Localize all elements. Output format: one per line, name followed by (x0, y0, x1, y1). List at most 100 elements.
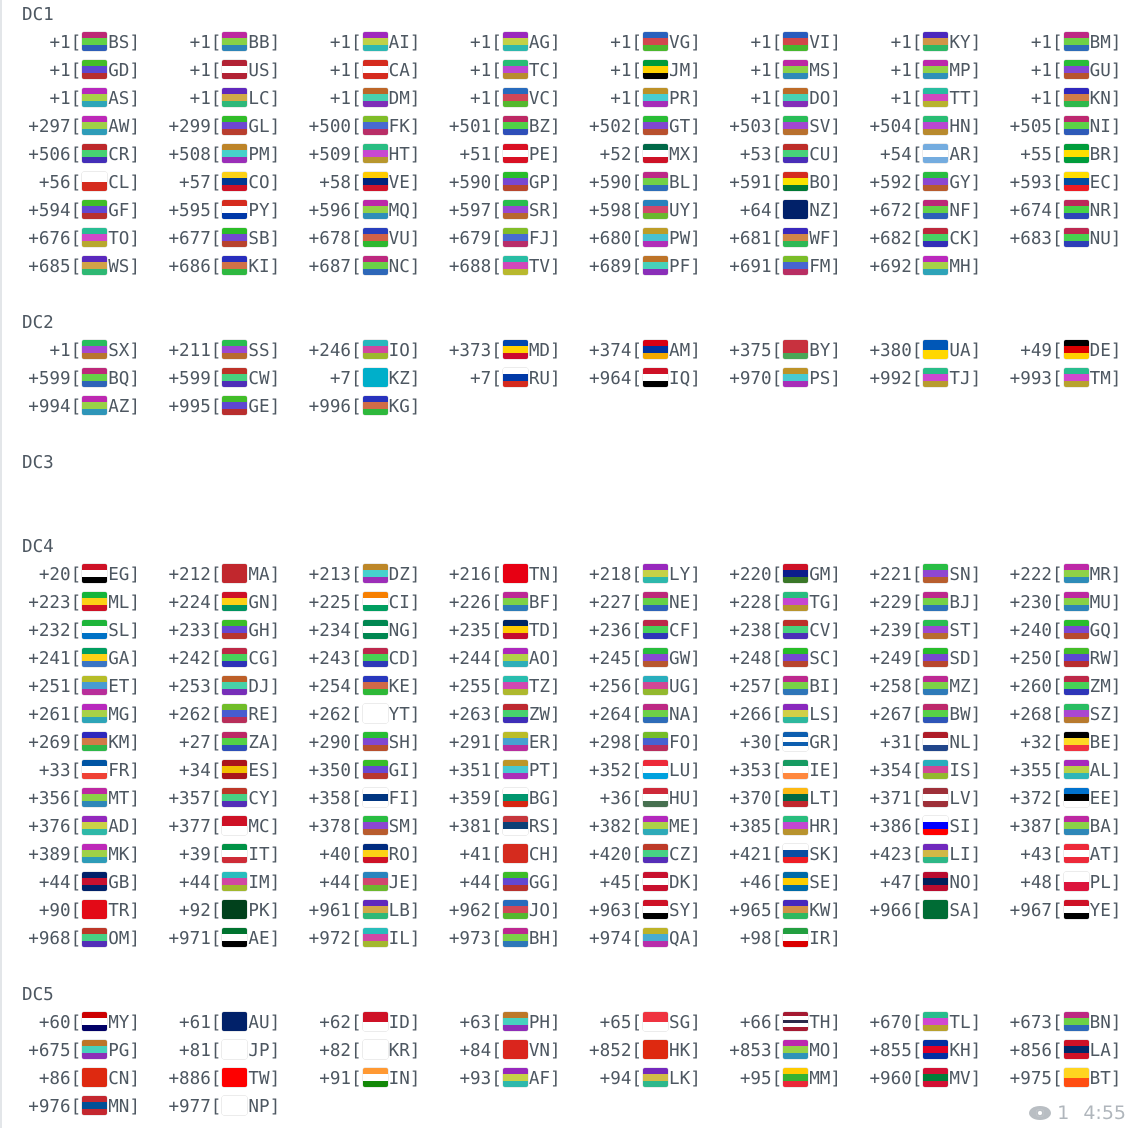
country-iso: ST] (949, 621, 982, 641)
country-iso: DE] (1089, 341, 1122, 361)
country-code-entry: +228[TG] (701, 589, 841, 617)
dial-code: +1[ (890, 61, 923, 81)
flag-nl-icon (923, 732, 949, 751)
dial-code: +32[ (1020, 733, 1063, 753)
country-iso: CW] (248, 369, 281, 389)
country-code-entry: +1[TT] (841, 85, 981, 113)
country-code-entry: +40[RO] (280, 841, 420, 869)
flag-kr-icon (362, 1040, 388, 1059)
country-code-entry: +246[IO] (280, 337, 420, 365)
text-line: +269[KM] +27[ZA] +290[SH] +291[ER] +298[FO] +… (22, 729, 1124, 757)
country-iso: ME] (669, 817, 701, 837)
flag-bj-icon (923, 592, 949, 611)
country-code-entry: +506[CR] (0, 141, 140, 169)
flag-cw-icon (222, 368, 248, 387)
dial-code: +596[ (308, 201, 362, 221)
flag-jo-icon (502, 900, 528, 919)
country-code-entry: +239[ST] (841, 617, 981, 645)
country-iso: UY] (669, 201, 701, 221)
dial-code: +261[ (28, 705, 82, 725)
flag-dj-icon (222, 676, 248, 695)
flag-ee-icon (1063, 788, 1089, 807)
country-code-entry: +971[AE] (140, 925, 280, 953)
country-code-entry: +977[NP] (140, 1093, 280, 1121)
flag-hn-icon (923, 116, 949, 135)
flag-at-icon (1063, 844, 1089, 863)
text-line: +33[FR] +34[ES] +350[GI] +351[PT] +352[LU] +3… (22, 757, 1124, 785)
dial-code: +996[ (308, 397, 362, 417)
text-line (22, 953, 1124, 981)
country-iso: TJ] (949, 369, 982, 389)
dial-code: +676[ (28, 229, 82, 249)
country-iso: RO] (388, 845, 421, 865)
country-code-entry: +260[ZM] (981, 673, 1121, 701)
flag-mm-icon (783, 1068, 809, 1087)
flag-ma-icon (222, 564, 248, 583)
country-code-entry: +211[SS] (140, 337, 280, 365)
country-iso: CK] (949, 229, 982, 249)
country-iso: TM] (1089, 369, 1122, 389)
country-code-entry: +240[GQ] (981, 617, 1121, 645)
dial-code: +376[ (28, 817, 82, 837)
flag-be-icon (1063, 732, 1089, 751)
flag-td-icon (502, 620, 528, 639)
dial-code: +501[ (448, 117, 502, 137)
dial-code: +992[ (869, 369, 923, 389)
flag-jm-icon (643, 60, 669, 79)
country-iso: HN] (949, 117, 982, 137)
flag-tm-icon (1063, 368, 1089, 387)
dial-code: +212[ (168, 565, 222, 585)
flag-bw-icon (923, 704, 949, 723)
country-code-entry: +44[GG] (421, 869, 561, 897)
dial-code: +240[ (1009, 621, 1063, 641)
country-code-entry: +993[TM] (981, 365, 1121, 393)
dial-code: +370[ (729, 789, 783, 809)
dial-code: +502[ (589, 117, 643, 137)
country-iso: JP] (248, 1041, 281, 1061)
text-line: +599[BQ] +599[CW] +7[KZ] +7[RU] +964[IQ] +970… (22, 365, 1124, 393)
flag-gg-icon (502, 872, 528, 891)
flag-me-icon (643, 816, 669, 835)
flag-mk-icon (82, 844, 108, 863)
flag-mz-icon (923, 676, 949, 695)
flag-ch-icon (502, 844, 528, 863)
dial-code: +290[ (308, 733, 362, 753)
country-code-entry: +63[PH] (421, 1009, 561, 1037)
flag-mh-icon (923, 256, 949, 275)
country-code-entry: +263[ZW] (421, 701, 561, 729)
flag-mx-icon (643, 144, 669, 163)
flag-sy-icon (643, 900, 669, 919)
country-code-entry: +254[KE] (280, 673, 420, 701)
country-iso: DO] (809, 89, 841, 109)
flag-er-icon (502, 732, 528, 751)
dial-code: +855[ (869, 1041, 923, 1061)
flag-ru-icon (502, 368, 528, 387)
flag-sl-icon (82, 620, 108, 639)
country-iso: MY] (108, 1013, 140, 1033)
country-code-entry: +1[TC] (421, 57, 561, 85)
country-iso: AZ] (108, 397, 140, 417)
country-iso: SB] (248, 229, 281, 249)
country-iso: ET] (108, 677, 140, 697)
country-code-entry: +264[NA] (561, 701, 701, 729)
country-code-entry: +351[PT] (421, 757, 561, 785)
flag-gq-icon (1063, 620, 1089, 639)
flag-in-icon (362, 1068, 388, 1087)
flag-ph-icon (502, 1012, 528, 1031)
flag-mq-icon (362, 200, 388, 219)
dial-code: +372[ (1009, 789, 1063, 809)
flag-mo-icon (783, 1040, 809, 1059)
flag-md-icon (502, 340, 528, 359)
country-iso: TG] (809, 593, 841, 613)
dial-code: +49[ (1020, 341, 1063, 361)
dial-code: +30[ (739, 733, 783, 753)
country-iso: ZM] (1089, 677, 1122, 697)
flag-kz-icon (362, 368, 388, 387)
country-code-entry: +253[DJ] (140, 673, 280, 701)
country-iso: SS] (248, 341, 281, 361)
country-iso: MA] (248, 565, 281, 585)
dial-code: +688[ (448, 257, 502, 277)
dial-code: +680[ (589, 229, 643, 249)
dial-code: +590[ (448, 173, 502, 193)
dial-code: +599[ (168, 369, 222, 389)
